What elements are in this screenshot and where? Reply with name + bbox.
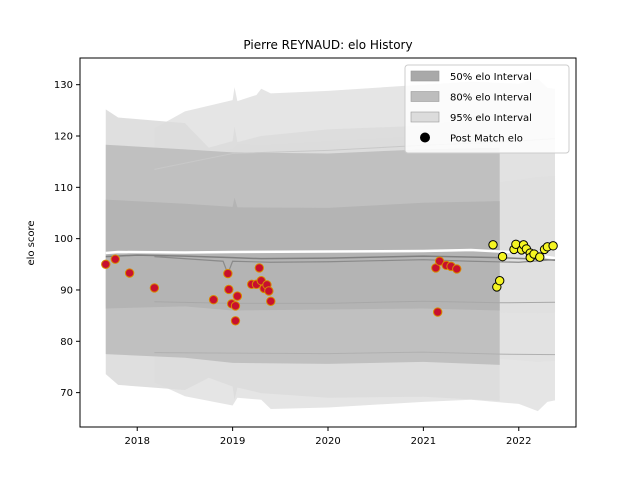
data-point-early: [101, 259, 111, 270]
y-axis-label: elo score: [26, 220, 37, 265]
x-tick-label: 2022: [506, 436, 531, 447]
data-point-early: [224, 284, 234, 295]
legend-marker: [420, 132, 430, 143]
data-point-late: [488, 240, 498, 250]
data-point-early: [110, 254, 120, 264]
legend-swatch: [410, 111, 440, 123]
legend-label: 95% elo Interval: [450, 113, 532, 124]
data-point-early: [208, 295, 219, 305]
elo-median-lines: [105, 138, 556, 356]
legend-swatch: [410, 91, 440, 102]
y-axis: 70 80 90 100 110 120 130: [54, 80, 80, 399]
median-line-4: [154, 351, 556, 356]
legend-label: 50% elo Interval: [450, 72, 532, 83]
band-50-interval: [105, 197, 500, 311]
data-point-late: [497, 251, 508, 262]
data-point-late: [548, 241, 558, 251]
data-point-early: [149, 283, 160, 293]
y-tick-label: 100: [54, 234, 73, 245]
x-tick-label: 2021: [411, 436, 436, 447]
post-match-points: [101, 239, 558, 326]
data-point-early: [230, 301, 241, 311]
y-tick-label: 130: [54, 80, 73, 91]
chart-title: Pierre REYNAUD: elo History: [243, 38, 412, 52]
legend-label: 80% elo Interval: [450, 93, 532, 104]
data-point-early: [223, 268, 233, 279]
data-point-late: [494, 276, 505, 286]
data-point-early: [232, 291, 243, 301]
legend: 50% elo Interval 80% elo Interval 95% elo …: [404, 64, 570, 154]
y-tick-label: 110: [54, 183, 73, 194]
median-line-3: [154, 300, 556, 304]
x-tick-label: 2020: [315, 436, 340, 447]
data-point-early: [254, 263, 265, 273]
data-point-early: [230, 316, 241, 326]
y-tick-label: 120: [54, 132, 73, 143]
median-line-1: [105, 254, 556, 261]
y-tick-label: 80: [60, 337, 73, 348]
legend-box: [404, 64, 570, 154]
x-tick-label: 2019: [220, 436, 245, 447]
data-point-early: [266, 296, 276, 306]
legend-label: Post Match elo: [450, 134, 523, 145]
data-point-late: [535, 252, 545, 262]
legend-swatch: [410, 70, 440, 82]
x-axis: 2018 2019 2020 2021 2022: [125, 427, 531, 447]
data-point-early: [452, 264, 462, 274]
y-tick-label: 70: [60, 388, 73, 399]
y-tick-label: 90: [60, 285, 73, 296]
elo-interval-bands: [105, 78, 556, 412]
median-line-2: [154, 256, 556, 276]
data-point-early: [264, 286, 274, 296]
x-tick-label: 2018: [125, 436, 150, 447]
data-point-early: [432, 307, 443, 317]
data-point-early: [124, 268, 135, 278]
data-point-early: [434, 256, 445, 266]
median-line-0: [105, 248, 556, 260]
